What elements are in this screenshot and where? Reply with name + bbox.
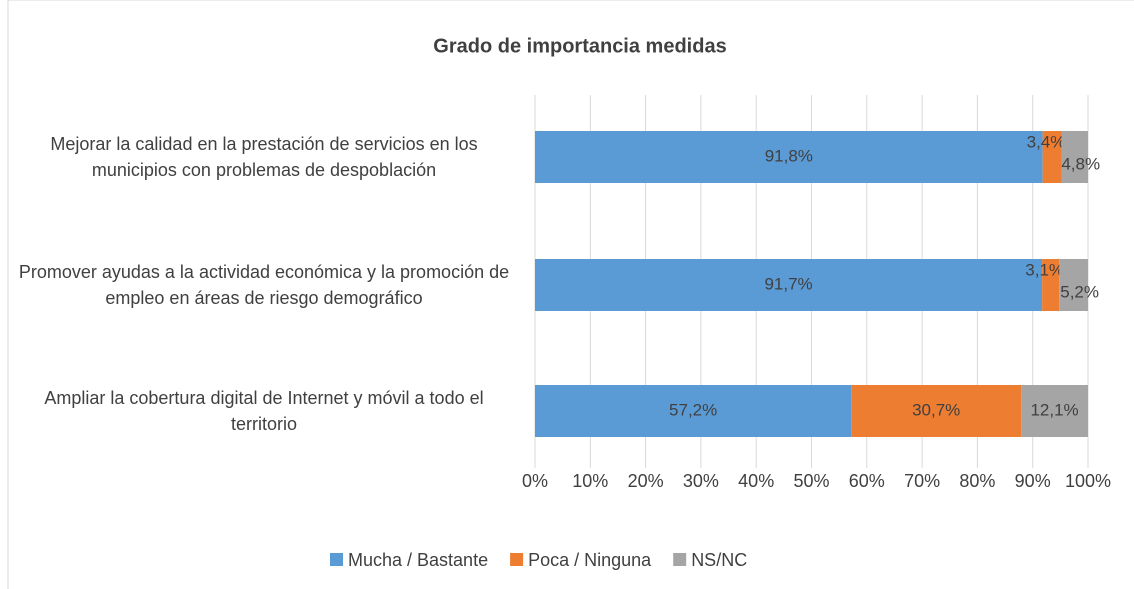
x-tick-label: 30% — [683, 471, 719, 491]
x-tick-label: 70% — [904, 471, 940, 491]
bar-segment — [535, 131, 1043, 183]
data-label: 12,1% — [1030, 400, 1078, 419]
bar-segment — [535, 385, 852, 437]
data-label: 91,8% — [765, 146, 813, 165]
bar-segment — [851, 385, 1022, 437]
legend-label: Poca / Ninguna — [528, 550, 652, 570]
chart-border — [7, 0, 1134, 589]
bar-segment — [1021, 385, 1088, 437]
bar-segment — [535, 259, 1043, 311]
legend-swatch — [510, 553, 524, 566]
x-tick-label: 100% — [1065, 471, 1111, 491]
data-label: 57,2% — [669, 400, 717, 419]
x-tick-label: 0% — [522, 471, 548, 491]
legend-swatch — [330, 553, 343, 566]
x-tick-label: 60% — [849, 471, 885, 491]
bar-segment — [1059, 259, 1088, 311]
x-tick-label: 50% — [793, 471, 829, 491]
category-label: Promover ayudas a la actividad económica… — [18, 262, 510, 308]
data-label: 30,7% — [912, 400, 960, 419]
x-tick-label: 80% — [959, 471, 995, 491]
data-label: 3,1% — [1025, 260, 1064, 279]
category-label: Ampliar la cobertura digital de Internet… — [44, 388, 484, 434]
legend-swatch — [673, 553, 687, 566]
x-tick-label: 10% — [572, 471, 608, 491]
data-label: 3,4% — [1027, 132, 1066, 151]
chart-title: Grado de importancia medidas — [433, 35, 726, 57]
data-label: 4,8% — [1061, 154, 1100, 173]
x-tick-label: 90% — [1015, 471, 1051, 491]
x-tick-label: 40% — [738, 471, 774, 491]
data-label: 91,7% — [764, 274, 812, 293]
x-tick-label: 20% — [628, 471, 664, 491]
bar-segment — [1061, 131, 1088, 183]
bar-segment — [1042, 131, 1062, 183]
legend-label: NS/NC — [691, 550, 747, 570]
bar-segment — [1042, 259, 1060, 311]
category-label: Mejorar la calidad en la prestación de s… — [50, 134, 478, 180]
legend-label: Mucha / Bastante — [348, 550, 488, 570]
data-label: 5,2% — [1060, 282, 1099, 301]
